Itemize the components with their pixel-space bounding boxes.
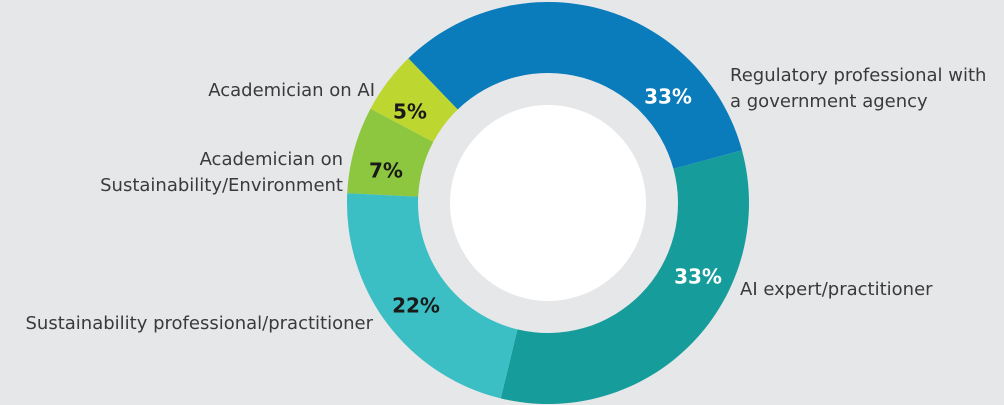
inner-circle xyxy=(450,105,646,301)
donut-segment xyxy=(346,193,518,399)
category-label: AI expert/practitioner xyxy=(740,279,933,300)
value-label: 5% xyxy=(393,100,427,124)
value-label: 7% xyxy=(369,159,403,183)
category-label: Academician on AI xyxy=(208,80,375,101)
value-label: 22% xyxy=(392,294,440,318)
donut-segment xyxy=(370,58,458,142)
category-label: Regulatory professional with a government… xyxy=(730,65,986,112)
donut-segment xyxy=(500,150,749,404)
value-label: 33% xyxy=(674,265,722,289)
category-label: Sustainability professional/practitioner xyxy=(26,313,374,334)
category-label: Academician on Sustainability/Environment xyxy=(100,149,343,196)
donut-segment xyxy=(408,1,742,169)
value-label: 33% xyxy=(644,85,692,109)
donut-segment xyxy=(347,108,434,197)
